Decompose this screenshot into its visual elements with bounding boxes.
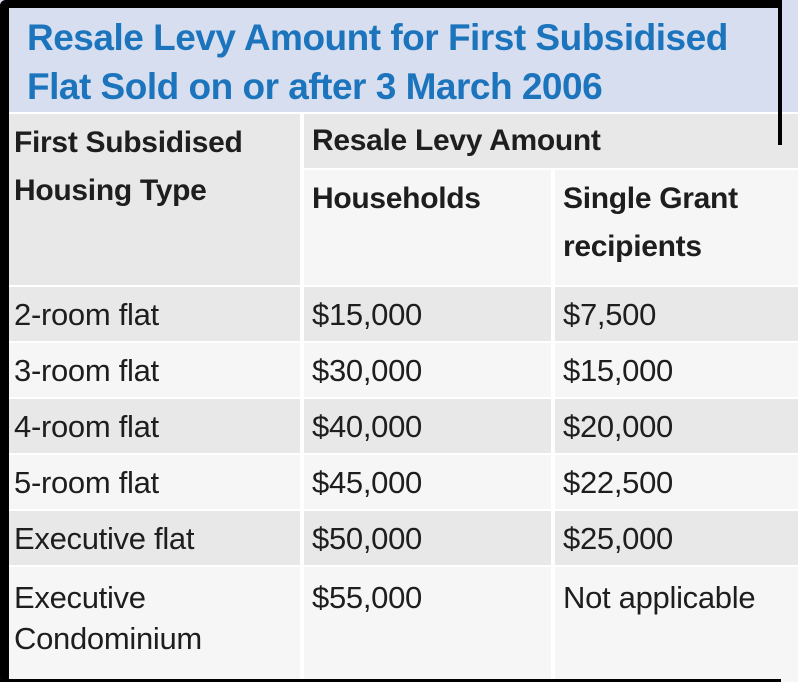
row-5room-households: $45,000 bbox=[304, 455, 551, 509]
row-exec-flat-single-grant: $25,000 bbox=[555, 511, 798, 565]
row-3room-households: $30,000 bbox=[304, 343, 551, 397]
header-households: Households bbox=[304, 170, 551, 285]
row-exec-condo-households: $55,000 bbox=[304, 567, 551, 682]
frame-border-bottom bbox=[0, 679, 781, 682]
title-line-2: Flat Sold on or after 3 March 2006 bbox=[27, 66, 603, 107]
row-5room-type: 5-room flat bbox=[0, 455, 300, 509]
row-4room-single-grant: $20,000 bbox=[555, 399, 798, 453]
row-3room-type: 3-room flat bbox=[0, 343, 300, 397]
frame-border-top bbox=[0, 0, 781, 8]
title-line-1: Resale Levy Amount for First Subsidised bbox=[27, 17, 728, 58]
row-5room-single-grant: $22,500 bbox=[555, 455, 798, 509]
row-3room-single-grant: $15,000 bbox=[555, 343, 798, 397]
row-4room-households: $40,000 bbox=[304, 399, 551, 453]
table-title-banner: Resale Levy Amount for First Subsidised … bbox=[0, 0, 798, 112]
row-2room-households: $15,000 bbox=[304, 287, 551, 341]
resale-levy-table: First Subsidised Housing Type Resale Lev… bbox=[0, 112, 798, 682]
row-2room-type: 2-room flat bbox=[0, 287, 300, 341]
header-housing-type: First Subsidised Housing Type bbox=[0, 114, 300, 285]
row-2room-single-grant: $7,500 bbox=[555, 287, 798, 341]
header-resale-levy-amount: Resale Levy Amount bbox=[304, 114, 798, 168]
row-4room-type: 4-room flat bbox=[0, 399, 300, 453]
row-exec-flat-households: $50,000 bbox=[304, 511, 551, 565]
frame-border-right bbox=[778, 0, 782, 145]
frame-border-left bbox=[0, 0, 9, 682]
row-exec-flat-type: Executive flat bbox=[0, 511, 300, 565]
row-exec-condo-single-grant: Not applicable bbox=[555, 567, 798, 682]
header-single-grant-recipients: Single Grant recipients bbox=[555, 170, 798, 285]
row-exec-condo-type: Executive Condominium bbox=[0, 567, 300, 682]
